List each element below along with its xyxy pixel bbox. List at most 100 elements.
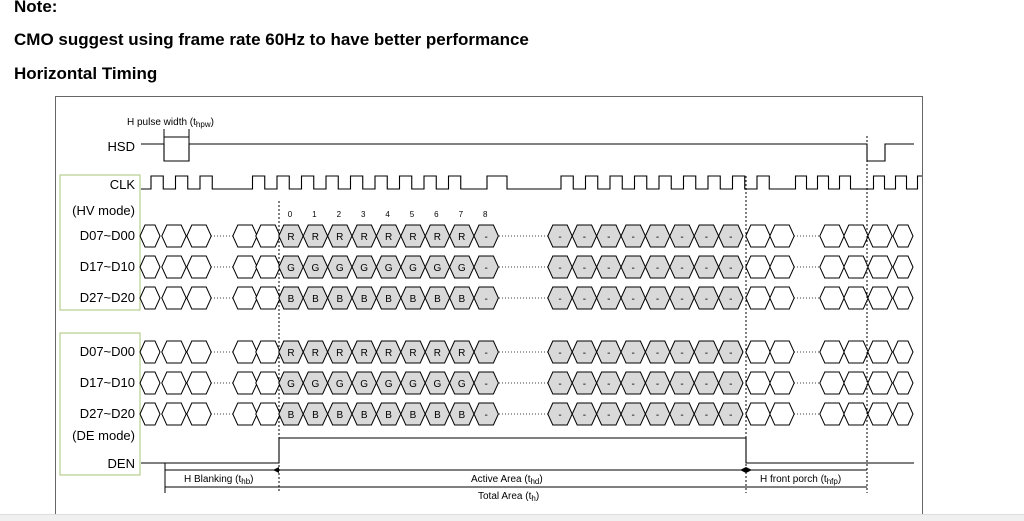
d17-d10-hv-cell-e0-label: - [558, 263, 561, 274]
d17-d10-de-cell-f5 [867, 371, 893, 395]
d17-d10-hv-cell-e2-label: - [607, 263, 610, 274]
d27-d20-hv-cell-pre [139, 286, 161, 310]
d17-d10-hv-cell-d5-label: G [409, 263, 417, 274]
d17-d10-de-cell-d8 [473, 371, 499, 395]
h-front-porch-label: H front porch (thfp) [760, 474, 841, 486]
d27-d20-hv-cell-d0-label: B [288, 294, 295, 305]
d07-d00-de-cell-d1-label: R [312, 348, 319, 359]
d27-d20-de-cell-d7-label: B [458, 410, 465, 421]
d07-d00-de-cell-b3 [232, 340, 258, 364]
d07-d00-hv-cell-f6 [892, 224, 914, 248]
d27-d20-de-label: D27~D20 [80, 406, 135, 421]
d07-d00-hv-cell-d4-label: R [385, 232, 392, 243]
d07-d00-hv-cell-d8-label: - [485, 232, 488, 243]
d07-d00-hv-cell-e3-label: - [632, 232, 635, 243]
d27-d20-hv-label: D27~D20 [80, 290, 135, 305]
d17-d10-de-cell-f3 [819, 371, 845, 395]
d07-d00-hv-cell-b1 [161, 224, 187, 248]
d27-d20-hv-cell-f2 [769, 286, 795, 310]
d17-d10-de-cell-f1 [745, 371, 771, 395]
d07-d00-de-cell-e3-label: - [632, 348, 635, 359]
d27-d20-de-cell-d2-label: B [336, 410, 343, 421]
d27-d20-de-cell-f4 [843, 402, 869, 426]
d27-d20-hv-cell-e5-label: - [680, 294, 683, 305]
d17-d10-de-cell-d0-label: G [287, 379, 295, 390]
d27-d20-hv-cell-d5-label: B [410, 294, 417, 305]
d07-d00-de-cell-f3 [819, 340, 845, 364]
d27-d20-de-cell-f5 [867, 402, 893, 426]
d17-d10-hv-cell-d8-label: - [485, 263, 488, 274]
d17-d10-de-cell-d2-label: G [336, 379, 344, 390]
d27-d20-de-cell-f2 [769, 402, 795, 426]
d07-d00-hv-cell-d5-label: R [409, 232, 416, 243]
d27-d20-hv-cell-e3-label: - [632, 294, 635, 305]
d27-d20-de-cell-d4-label: B [385, 410, 392, 421]
d27-d20-de-cell-d8 [473, 402, 499, 426]
d17-d10-hv-cell-d4-label: G [385, 263, 393, 274]
d27-d20-de-cell-e3-label: - [632, 410, 635, 421]
d07-d00-hv-cell-f3 [819, 224, 845, 248]
d17-d10-hv-cell-d8 [473, 255, 499, 279]
d07-d00-de-cell-f2 [769, 340, 795, 364]
frame-rate-suggestion: CMO suggest using frame rate 60Hz to hav… [14, 30, 529, 49]
d27-d20-de-cell-pre [139, 402, 161, 426]
d07-d00-de-cell-pre [139, 340, 161, 364]
d17-d10-hv-cell-e1-label: - [583, 263, 586, 274]
clock-index-row: 0 1 2 3 4 5 6 7 8 [288, 210, 488, 219]
d17-d10-hv-cell-e5-label: - [680, 263, 683, 274]
d27-d20-hv-cell-e7 [718, 286, 744, 310]
clock-index-2: 2 [337, 210, 342, 219]
d07-d00-hv-cell-b4 [255, 224, 281, 248]
d27-d20-de-cell-b3 [232, 402, 258, 426]
d07-d00-hv-label: D07~D00 [80, 228, 135, 243]
d27-d20-de-cell-d1-label: B [312, 410, 319, 421]
d27-d20-hv-cell-d8-label: - [485, 294, 488, 305]
d17-d10-de-cell-f2 [769, 371, 795, 395]
d07-d00-hv-cell-b2 [186, 224, 212, 248]
d17-d10-de-cell-d5-label: G [409, 379, 417, 390]
d27-d20-de-cell-f3 [819, 402, 845, 426]
d07-d00-de-cell-e6-label: - [705, 348, 708, 359]
d17-d10-hv-cell-d1-label: G [312, 263, 320, 274]
d27-d20-hv-cell-d3-label: B [361, 294, 368, 305]
d07-d00-de-cell-b1 [161, 340, 187, 364]
timing-diagram-frame: HSD CLK (HV mode) D07~D00 D17~D10 D27~D2… [55, 96, 923, 516]
d07-d00-hv-cell-d6-label: R [434, 232, 441, 243]
d17-d10-hv-cell-pre [139, 255, 161, 279]
d27-d20-de-cell-b4 [255, 402, 281, 426]
d07-d00-hv-cell-e6-label: - [705, 232, 708, 243]
d17-d10-de-cell-b4 [255, 371, 281, 395]
d17-d10-hv-cell-f6 [892, 255, 914, 279]
d17-d10-hv-cell-e3-label: - [632, 263, 635, 274]
d17-d10-hv-cell-d2-label: G [336, 263, 344, 274]
d17-d10-de-cell-f6 [892, 371, 914, 395]
d07-d00-de-cell-e7-label: - [729, 348, 732, 359]
de-mode-label: (DE mode) [72, 428, 135, 443]
d27-d20-de-cell-d3-label: B [361, 410, 368, 421]
d07-d00-hv-cell-f2 [769, 224, 795, 248]
d07-d00-de-cell-e0-label: - [558, 348, 561, 359]
d07-d00-de-cell-e4-label: - [656, 348, 659, 359]
d07-d00-hv-cell-e4-label: - [656, 232, 659, 243]
clk-label: CLK [110, 177, 136, 192]
d17-d10-de-cell-e4-label: - [656, 379, 659, 390]
d07-d00-de-cell-d2-label: R [336, 348, 343, 359]
d27-d20-hv-cell-e7-label: - [729, 294, 732, 305]
d27-d20-de-cell-d6-label: B [434, 410, 441, 421]
d07-d00-hv-cell-e1-label: - [583, 232, 586, 243]
d17-d10-de-cell-e0-label: - [558, 379, 561, 390]
d27-d20-hv-cell-b4 [255, 286, 281, 310]
d17-d10-de-cell-e7-label: - [729, 379, 732, 390]
d17-d10-de-cell-d4-label: G [385, 379, 393, 390]
d17-d10-hv-cell-d6-label: G [434, 263, 442, 274]
d17-d10-de-cell-d1-label: G [312, 379, 320, 390]
d17-d10-de-cell-pre [139, 371, 161, 395]
d07-d00-de-cell-d3-label: R [361, 348, 368, 359]
d17-d10-hv-cell-d0-label: G [287, 263, 295, 274]
clock-index-3: 3 [361, 210, 366, 219]
d07-d00-hv-cell-e0-label: - [558, 232, 561, 243]
d07-d00-hv-cell-d2-label: R [336, 232, 343, 243]
d27-d20-hv-cell-e4-label: - [656, 294, 659, 305]
d27-d20-de-cell-b1 [161, 402, 187, 426]
d17-d10-hv-cell-e6-label: - [705, 263, 708, 274]
